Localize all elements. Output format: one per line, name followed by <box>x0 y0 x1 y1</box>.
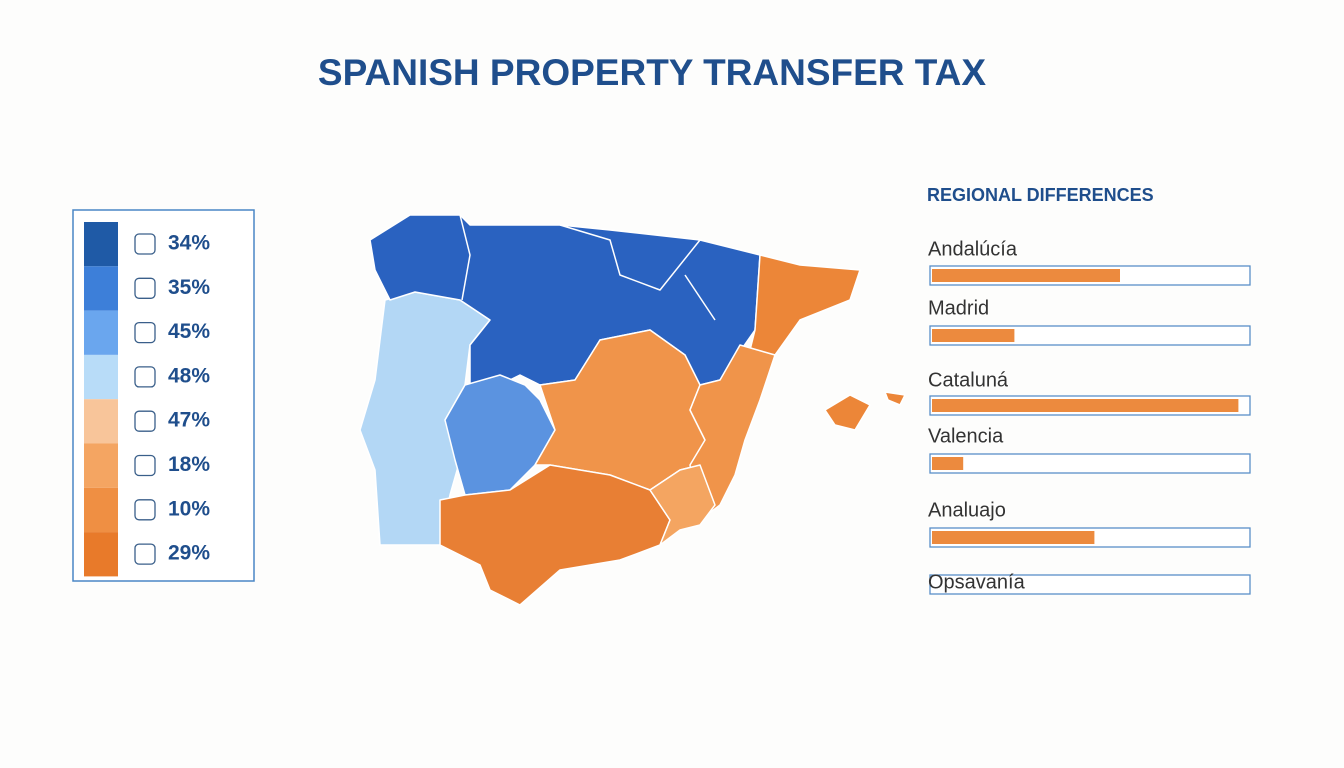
bar-label: Analuajo <box>928 499 1006 521</box>
legend-icon <box>134 233 156 255</box>
bar-label: Cataluná <box>928 369 1009 391</box>
legend-swatch <box>84 399 118 444</box>
legend-icon <box>134 543 156 565</box>
region-murcia <box>649 464 716 546</box>
bar <box>932 457 964 470</box>
legend-swatch <box>84 310 118 355</box>
legend-icon <box>134 454 156 477</box>
legend-swatch <box>84 354 118 400</box>
bar-label: Valencia <box>928 425 1004 447</box>
legend-icon <box>134 277 156 299</box>
bar-label: Madrid <box>928 297 989 319</box>
legend-label: 48% <box>168 364 210 387</box>
legend-label: 10% <box>168 497 210 520</box>
legend-swatch <box>84 487 118 533</box>
legend-icon <box>134 366 156 388</box>
region-border <box>684 274 716 321</box>
bar <box>932 399 1239 412</box>
bar-chart-title: REGIONAL DIFFERENCES <box>927 185 1154 205</box>
bar <box>932 531 1095 544</box>
map <box>359 214 906 606</box>
legend-label: 47% <box>168 409 210 432</box>
legend-icon <box>134 410 156 432</box>
bar-label: Opsavanía <box>928 571 1026 593</box>
legend-label: 34% <box>168 232 210 255</box>
region-catalonia <box>749 254 861 356</box>
legend-label: 45% <box>168 320 210 343</box>
legend-icon <box>134 499 156 521</box>
bar-chart: Andalúcía Madrid Cataluná Valencia Analuajo O… <box>928 238 1251 595</box>
region-andalucia <box>439 464 671 606</box>
legend-label: 29% <box>168 542 210 565</box>
bar-track <box>929 574 1251 595</box>
title: SPANISH PROPERTY TRANSFER TAX <box>318 52 986 93</box>
region-border <box>459 214 471 301</box>
bar-label: Andalúcía <box>928 238 1018 260</box>
region-balearic-small <box>884 391 906 406</box>
legend-icon <box>134 321 156 344</box>
region-balearic <box>824 394 871 431</box>
legend-swatch <box>84 222 118 267</box>
region-border <box>559 224 701 291</box>
legend-label: 35% <box>168 276 210 299</box>
legend-swatch <box>84 532 118 577</box>
legend-label: 18% <box>168 453 210 476</box>
legend-swatch <box>84 443 118 488</box>
legend: 34% 35% 45% 48% 47% 18% 10% 29% <box>84 222 210 577</box>
bar-track <box>929 453 1251 474</box>
legend-swatch <box>84 266 118 311</box>
bar <box>932 269 1120 282</box>
bar <box>932 329 1015 342</box>
